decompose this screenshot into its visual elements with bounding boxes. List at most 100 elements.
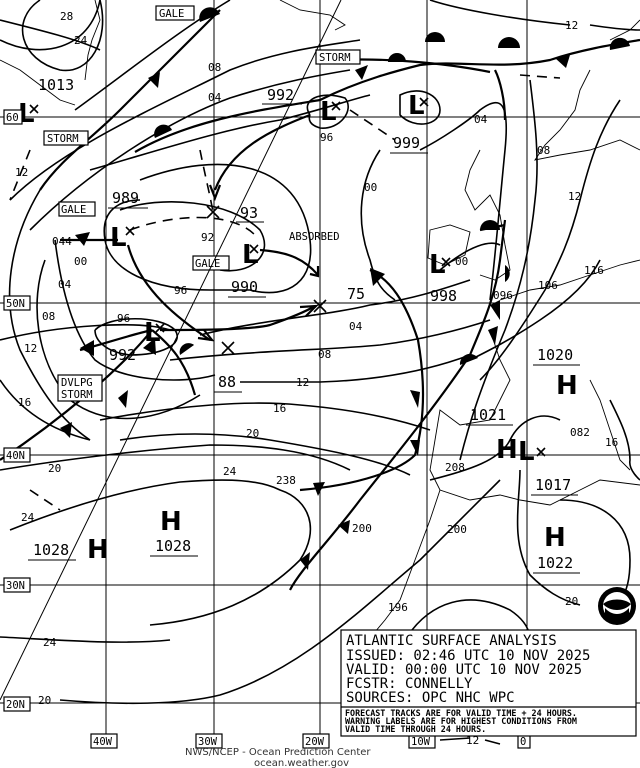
isobar-label: 24 [74, 34, 88, 47]
noaa-logo [598, 587, 636, 625]
high-center: H [496, 435, 518, 465]
pressure-value: 1017 [535, 476, 571, 494]
isobar-label: 08 [208, 61, 221, 74]
isobar-label: 20 [48, 462, 61, 475]
x-marker [206, 205, 220, 219]
forecaster: FCSTR: CONNELLY [346, 676, 473, 692]
warning-labels: GALE STORM STORM GALE GALE DVLPG STORM A… [43, 5, 361, 402]
valid-time: VALID: 00:00 UTC 10 NOV 2025 [346, 662, 582, 678]
x-marker [313, 299, 327, 313]
high-center: H [556, 371, 578, 401]
isobar-label: 04 [58, 278, 72, 291]
lat-label: 30N [6, 580, 25, 592]
issued-time: ISSUED: 02:46 UTC 10 NOV 2025 [346, 648, 590, 664]
footer-url[interactable]: ocean.weather.gov [254, 758, 349, 768]
pressure-value: 990 [231, 278, 258, 296]
isobar-label: 12 [568, 190, 581, 203]
isobar-label: 00 [364, 181, 377, 194]
isobar-label: 116 [584, 264, 604, 277]
note-line: VALID TIME THROUGH 24 HOURS. [345, 724, 486, 734]
isobar-label: 12 [565, 19, 578, 32]
high-center: H [544, 523, 566, 553]
isobar-label: 208 [445, 461, 465, 474]
isobar-label: 08 [537, 144, 550, 157]
isobar-label: 12 [296, 376, 309, 389]
lat-label: 60 [6, 112, 19, 124]
isobar-label: 044 [52, 235, 72, 248]
forecast-positions [206, 205, 327, 355]
isobar-label: 16 [605, 436, 618, 449]
note-line: FORECAST TRACKS ARE FOR VALID TIME + 24 … [345, 708, 577, 718]
warning-gale: GALE [61, 204, 86, 216]
isobar-label: 04 [208, 91, 222, 104]
isobar-label: 24 [21, 511, 35, 524]
absorbed-annotation: ABSORBED [289, 231, 340, 243]
high-center: H [87, 535, 109, 565]
pressure-centers: L L L L L L L H H L H H H [18, 91, 578, 565]
isobar-label: 082 [570, 426, 590, 439]
isobar-label: 200 [447, 523, 467, 536]
track-arrow [309, 266, 320, 278]
high-center: H [160, 507, 182, 537]
forecast-pressure: 88 [218, 373, 236, 391]
isobar-label: 00 [455, 255, 468, 268]
isobar-label: 096 [493, 289, 513, 302]
low-center: L [320, 97, 337, 127]
lon-label: 40W [93, 736, 113, 748]
dashed-lines [9, 74, 561, 511]
low-center: L [429, 250, 446, 280]
warning-storm: STORM [61, 389, 93, 401]
warm-front-bump [199, 7, 220, 22]
isobar-label: 96 [117, 312, 130, 325]
pressure-value: 1028 [155, 537, 191, 555]
isobar-label: 196 [388, 601, 408, 614]
isobar-label: 24 [43, 636, 57, 649]
x-marker [221, 341, 235, 355]
isobar-label: 106 [538, 279, 558, 292]
low-center: L [110, 223, 127, 253]
grid-labels: 60 50N 40N 30N 20N 40W 30W 20W 10W 0 [3, 109, 531, 749]
isobar-label: 200 [352, 522, 372, 535]
pressure-value: 1020 [537, 346, 573, 364]
low-center: L [408, 91, 425, 121]
isobar-label: 96 [174, 284, 187, 297]
center-x-markers [29, 97, 546, 457]
forecast-pressure: 75 [347, 285, 365, 303]
track-arrow [299, 304, 319, 317]
lon-label: 20W [305, 736, 325, 748]
lat-label: 20N [6, 699, 25, 711]
pressure-value: 1028 [33, 541, 69, 559]
pressure-value: 992 [267, 86, 294, 104]
forecast-pressure: 93 [240, 204, 258, 222]
track-arrow [208, 184, 222, 202]
isobar-label: 20 [246, 427, 259, 440]
warning-storm: STORM [47, 133, 79, 145]
isobar-labels: 28 24 08 04 12 044 00 04 08 12 16 92 96 … [15, 10, 618, 747]
footer-credit: NWS/NCEP - Ocean Prediction Center [185, 747, 371, 758]
pressure-value: 1021 [470, 406, 506, 424]
chart-title: ATLANTIC SURFACE ANALYSIS [346, 633, 557, 649]
isobar-label: 16 [273, 402, 286, 415]
low-center: L [144, 318, 161, 348]
isobar-label: 12 [466, 734, 479, 747]
warning-gale: GALE [159, 8, 184, 20]
isobar-label: 04 [349, 320, 363, 333]
lon-label: 30W [198, 736, 218, 748]
forecast-tracks [126, 69, 507, 342]
central-pressures: 1013 989 990 992 992 999 998 1020 1021 1… [28, 76, 580, 574]
pressure-value: 999 [393, 134, 420, 152]
isobar-label: 04 [474, 113, 488, 126]
pressure-value: 992 [109, 346, 136, 364]
isobar-label: 92 [201, 231, 214, 244]
sources: SOURCES: OPC NHC WPC [346, 690, 515, 706]
isobars [0, 0, 640, 745]
warning-developing: DVLPG [61, 377, 93, 389]
isobar-label: 12 [24, 342, 37, 355]
low-center: L [518, 437, 535, 467]
lat-label: 50N [6, 298, 25, 310]
isobar-label: 238 [276, 474, 296, 487]
note-line: WARNING LABELS ARE FOR HIGHEST CONDITION… [345, 716, 577, 726]
low-center: L [242, 240, 259, 270]
cold-front-barb [148, 72, 160, 88]
